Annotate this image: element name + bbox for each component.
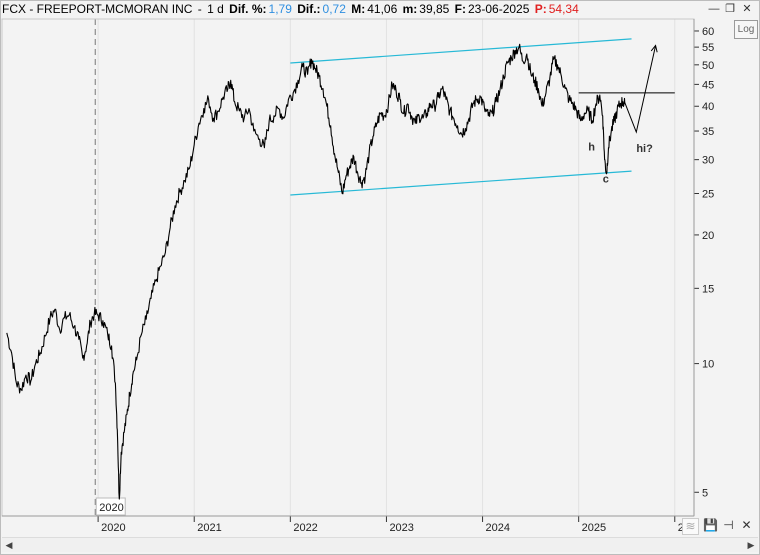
price-label: P: bbox=[534, 2, 547, 16]
annotation-label: c bbox=[603, 174, 609, 186]
x-tick-label: 2022 bbox=[293, 522, 317, 534]
x-tick-label: 2025 bbox=[582, 522, 606, 534]
date-value: 23-06-2025 bbox=[468, 2, 530, 16]
pin-icon[interactable]: ⊣ bbox=[723, 518, 734, 532]
y-tick-label: 5 bbox=[702, 487, 708, 499]
max-value: 41,06 bbox=[367, 2, 398, 16]
minimize-button[interactable]: — bbox=[708, 3, 720, 15]
y-tick-label: 10 bbox=[702, 359, 714, 371]
projection-path bbox=[624, 45, 657, 134]
grid: 2020 bbox=[94, 19, 676, 516]
y-tick-label: 45 bbox=[702, 79, 714, 91]
chart-header: FCX - FREEPORT-MCMORAN INC - 1 d Dif. %:… bbox=[2, 2, 579, 16]
log-scale-toggle[interactable]: Log bbox=[734, 20, 758, 39]
symbol-title: FCX - FREEPORT-MCMORAN INC bbox=[2, 2, 193, 16]
price-value: 54,34 bbox=[548, 2, 579, 16]
x-tick-label: 2023 bbox=[389, 522, 413, 534]
dif-label: Dif.: bbox=[297, 2, 321, 16]
cursor-date-label: 2020 bbox=[99, 502, 123, 514]
y-tick-label: 30 bbox=[702, 155, 714, 167]
y-tick-label: 55 bbox=[702, 42, 714, 54]
y-tick-label: 40 bbox=[702, 101, 714, 113]
annotations: h c hi? bbox=[588, 44, 658, 186]
projection-arrowhead bbox=[650, 44, 658, 53]
dif-pct-value: 1,79 bbox=[268, 2, 292, 16]
price-series bbox=[6, 43, 626, 500]
min-label: m: bbox=[402, 2, 418, 16]
channel-lines bbox=[290, 38, 675, 196]
annotation-label: h bbox=[588, 142, 595, 154]
x-axis: 202020212022202320242025202 bbox=[2, 515, 696, 534]
close-window-button[interactable]: ✕ bbox=[742, 3, 752, 15]
plot-area bbox=[1, 18, 695, 517]
period-label: 1 d bbox=[207, 2, 224, 16]
scroll-right-icon[interactable]: ▶ bbox=[747, 540, 755, 550]
annotation-label: hi? bbox=[636, 143, 653, 155]
x-tick-label: 2024 bbox=[486, 522, 510, 534]
x-tick-label: 2021 bbox=[197, 522, 221, 534]
scroll-left-icon[interactable]: ◀ bbox=[5, 540, 13, 550]
resize-icon[interactable]: ≋ bbox=[682, 518, 699, 535]
y-tick-label: 50 bbox=[702, 60, 714, 72]
date-label: F: bbox=[454, 2, 466, 16]
price-line bbox=[6, 43, 626, 500]
y-tick-label: 60 bbox=[702, 26, 714, 38]
x-tick-label: 2020 bbox=[101, 522, 125, 534]
max-label: M: bbox=[351, 2, 366, 16]
horizontal-scrollbar[interactable]: ◀ ▶ bbox=[2, 537, 758, 552]
y-tick-label: 35 bbox=[702, 126, 714, 138]
restore-button[interactable]: ❐ bbox=[725, 3, 735, 15]
close-icon[interactable]: ✕ bbox=[741, 518, 752, 532]
min-value: 39,85 bbox=[419, 2, 450, 16]
cursor-date-box bbox=[95, 497, 126, 516]
y-tick-label: 20 bbox=[702, 230, 714, 242]
dif-value: 0,72 bbox=[322, 2, 346, 16]
y-axis: 5 10 15 20 25 30 35 40 45 50 55 60 bbox=[693, 19, 714, 516]
y-tick-label: 15 bbox=[702, 283, 714, 295]
dif-pct-label: Dif. %: bbox=[229, 2, 267, 16]
save-icon[interactable]: 💾 bbox=[703, 518, 718, 532]
channel-upper-line bbox=[290, 38, 632, 64]
channel-lower-line bbox=[290, 170, 632, 196]
y-tick-label: 25 bbox=[702, 188, 714, 200]
